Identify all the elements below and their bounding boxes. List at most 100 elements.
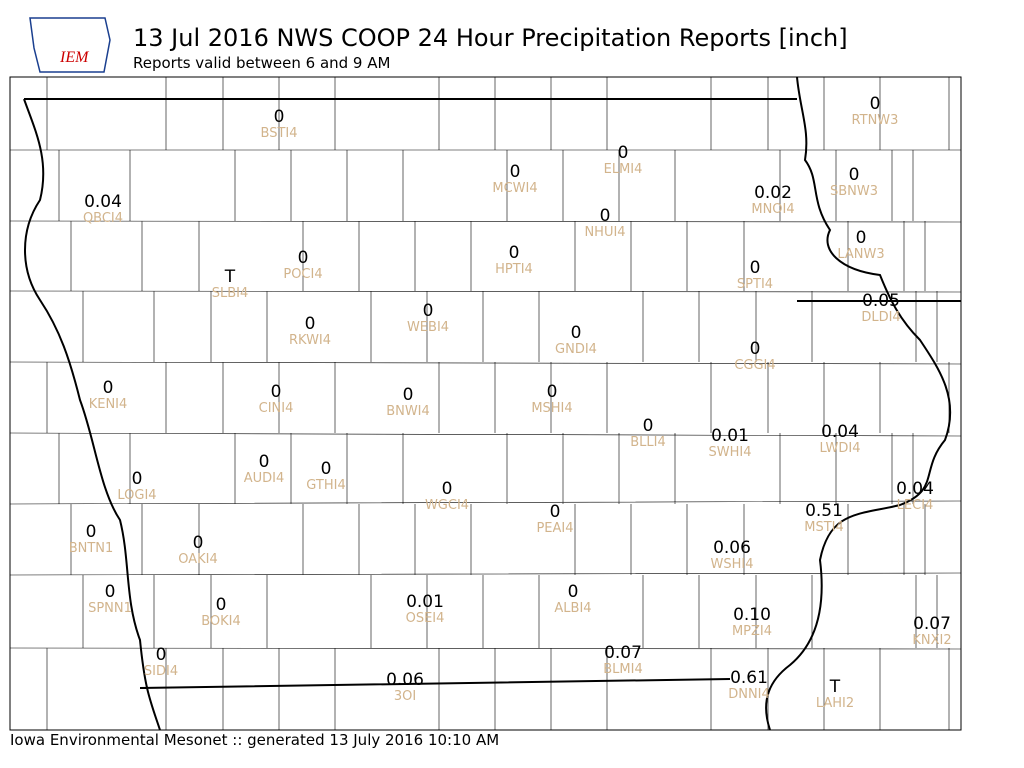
station-id: GNDI4 [555, 342, 597, 357]
station-id: SWHI4 [709, 445, 752, 460]
station-id: WSHI4 [711, 557, 754, 572]
station-value: 0 [550, 502, 561, 522]
station-id: RKWI4 [289, 333, 331, 348]
station-id: MPZI4 [732, 624, 772, 639]
station-value: 0 [274, 107, 285, 127]
station-id: LWDI4 [819, 441, 860, 456]
station-id: GTHI4 [306, 478, 345, 493]
station-value: 0 [423, 301, 434, 321]
logo: IEM [29, 17, 111, 73]
station-id: WGCI4 [425, 498, 469, 513]
station-id: RTNW3 [852, 113, 899, 128]
station-id: POCI4 [283, 267, 322, 282]
station-value: 0 [403, 385, 414, 405]
station-id: ALBI4 [554, 601, 591, 616]
station-value: 0.07 [604, 643, 642, 663]
station-id: LAHI2 [816, 696, 854, 711]
station-value: 0 [156, 645, 167, 665]
station-id: HPTI4 [495, 262, 533, 277]
station-value: 0.51 [805, 501, 843, 521]
station-id: OSEI4 [406, 611, 445, 626]
station-id: BOKI4 [201, 614, 241, 629]
station-value: 0 [132, 469, 143, 489]
station-id: CINI4 [259, 401, 294, 416]
station-id: SPTI4 [737, 277, 773, 292]
station-id: MCWI4 [492, 181, 537, 196]
station-id: SBNW3 [830, 184, 878, 199]
station-id: SLBI4 [212, 286, 249, 301]
station-value: 0 [271, 382, 282, 402]
county-lines [10, 77, 961, 730]
station-value: 0.01 [711, 426, 749, 446]
station-id: DLDI4 [861, 310, 900, 325]
station-id: LOGI4 [117, 488, 156, 503]
station-value: 0 [193, 533, 204, 553]
station-value: 0.04 [821, 422, 859, 442]
station-value: 0.07 [913, 614, 951, 634]
station-value: 0 [600, 206, 611, 226]
station-value: 0 [547, 382, 558, 402]
footer: Iowa Environmental Mesonet :: generated … [10, 731, 499, 749]
station-id: MNOI4 [751, 202, 794, 217]
station-value: 0.06 [386, 670, 424, 690]
station-value: 0 [618, 143, 629, 163]
logo-text: IEM [59, 49, 90, 66]
station-id: ELMI4 [604, 162, 643, 177]
station-id: MSHI4 [531, 401, 572, 416]
station-value: 0 [259, 452, 270, 472]
station-value: 0.61 [730, 668, 768, 688]
station-id: QBCI4 [83, 211, 123, 226]
station-id: NHUI4 [584, 225, 625, 240]
station-id: LECI4 [897, 498, 934, 513]
station-value: 0 [216, 595, 227, 615]
station-value: 0.04 [84, 192, 122, 212]
station-value: 0 [103, 378, 114, 398]
station-value: T [224, 267, 236, 287]
station-value: 0 [856, 228, 867, 248]
station-value: 0 [750, 339, 761, 359]
station-value: 0 [510, 162, 521, 182]
station-value: 0.10 [733, 605, 771, 625]
station-value: 0 [571, 323, 582, 343]
station-value: 0 [849, 165, 860, 185]
station-value: 0 [509, 243, 520, 263]
station-id: 3OI [394, 689, 416, 704]
station-id: OAKI4 [178, 552, 218, 567]
station-value: 0 [321, 459, 332, 479]
map-frame [9, 76, 962, 731]
station-id: BNWI4 [386, 404, 430, 419]
station-value: 0 [643, 416, 654, 436]
station-value: 0 [298, 248, 309, 268]
station-value: 0 [568, 582, 579, 602]
station-id: WEBI4 [407, 320, 449, 335]
station-id: BSTI4 [261, 126, 298, 141]
station-id: BLLI4 [630, 435, 666, 450]
station-id: BNTN1 [69, 541, 114, 556]
station-value: 0.02 [754, 183, 792, 203]
station-id: AUDI4 [244, 471, 285, 486]
station-id: BLMI4 [603, 662, 642, 677]
station-id: SPNN1 [88, 601, 132, 616]
subtitle: Reports valid between 6 and 9 AM [133, 54, 390, 72]
station-id: DNNI4 [728, 687, 770, 702]
station-value: 0.01 [406, 592, 444, 612]
station-value: 0 [750, 258, 761, 278]
station-value: 0 [442, 479, 453, 499]
station-id: CGGI4 [734, 358, 775, 373]
station-id: KNXI2 [912, 633, 951, 648]
station-value: 0 [105, 582, 116, 602]
station-value: 0 [870, 94, 881, 114]
station-id: MSTI4 [804, 520, 844, 535]
station-value: T [829, 677, 841, 697]
station-value: 0 [305, 314, 316, 334]
station-value: 0.04 [896, 479, 934, 499]
station-value: 0 [86, 522, 97, 542]
map: 0BSTI40.04QBCI40MCWI40ELMI40NHUI40.02MNO… [10, 77, 961, 730]
station-id: SIDI4 [144, 664, 178, 679]
station-value: 0.06 [713, 538, 751, 558]
title: 13 Jul 2016 NWS COOP 24 Hour Precipitati… [133, 24, 848, 52]
station-id: PEAI4 [536, 521, 573, 536]
station-value: 0.05 [862, 291, 900, 311]
station-id: KENI4 [89, 397, 128, 412]
